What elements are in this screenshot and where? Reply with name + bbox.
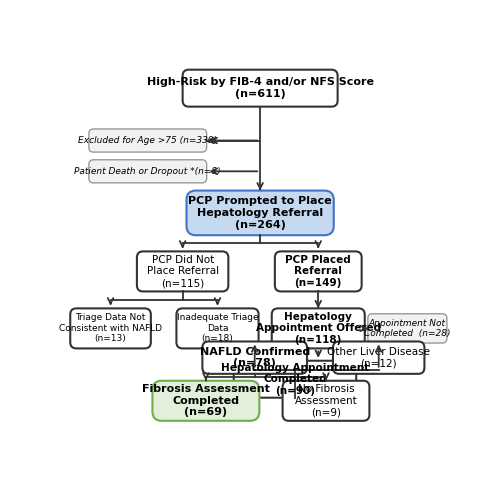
Text: PCP Prompted to Place
Hepatology Referral
(n=264): PCP Prompted to Place Hepatology Referra…: [188, 196, 332, 229]
Text: Excluded for Age >75 (n=339): Excluded for Age >75 (n=339): [78, 136, 218, 145]
Text: Appointment Not
Completed  (n=28): Appointment Not Completed (n=28): [364, 319, 450, 338]
FancyBboxPatch shape: [272, 308, 365, 348]
FancyBboxPatch shape: [275, 251, 362, 292]
FancyBboxPatch shape: [89, 160, 206, 183]
FancyBboxPatch shape: [137, 251, 228, 292]
Text: PCP Placed
Referral
(n=149): PCP Placed Referral (n=149): [286, 255, 351, 288]
FancyBboxPatch shape: [70, 308, 151, 348]
Text: Fibrosis Assessment
Completed
(n=69): Fibrosis Assessment Completed (n=69): [142, 384, 270, 417]
FancyBboxPatch shape: [234, 361, 356, 398]
FancyBboxPatch shape: [89, 129, 206, 152]
FancyBboxPatch shape: [333, 341, 424, 374]
FancyBboxPatch shape: [182, 70, 338, 107]
FancyBboxPatch shape: [282, 381, 370, 421]
Text: No Fibrosis
Assessment
(n=9): No Fibrosis Assessment (n=9): [294, 384, 358, 417]
Text: Inadequate Triage
Data
(n=18): Inadequate Triage Data (n=18): [176, 314, 258, 343]
Text: NAFLD Confirmed
(n=78): NAFLD Confirmed (n=78): [200, 347, 310, 369]
Text: Hepatology Appointment
Completed
(n=90): Hepatology Appointment Completed (n=90): [221, 363, 369, 396]
Text: High-Risk by FIB-4 and/or NFS Score
(n=611): High-Risk by FIB-4 and/or NFS Score (n=6…: [146, 77, 374, 99]
Text: Other Liver Disease
(n=12): Other Liver Disease (n=12): [327, 347, 430, 369]
FancyBboxPatch shape: [202, 341, 307, 374]
FancyBboxPatch shape: [368, 314, 447, 343]
Text: Triage Data Not
Consistent with NAFLD
(n=13): Triage Data Not Consistent with NAFLD (n…: [59, 314, 162, 343]
FancyBboxPatch shape: [186, 191, 334, 235]
Text: Patient Death or Dropout *(n=8): Patient Death or Dropout *(n=8): [74, 167, 221, 176]
Text: PCP Did Not
Place Referral
(n=115): PCP Did Not Place Referral (n=115): [146, 255, 218, 288]
FancyBboxPatch shape: [176, 308, 258, 348]
FancyBboxPatch shape: [152, 381, 260, 421]
Text: Hepatology
Appointment Offered
(n=118): Hepatology Appointment Offered (n=118): [256, 312, 381, 345]
